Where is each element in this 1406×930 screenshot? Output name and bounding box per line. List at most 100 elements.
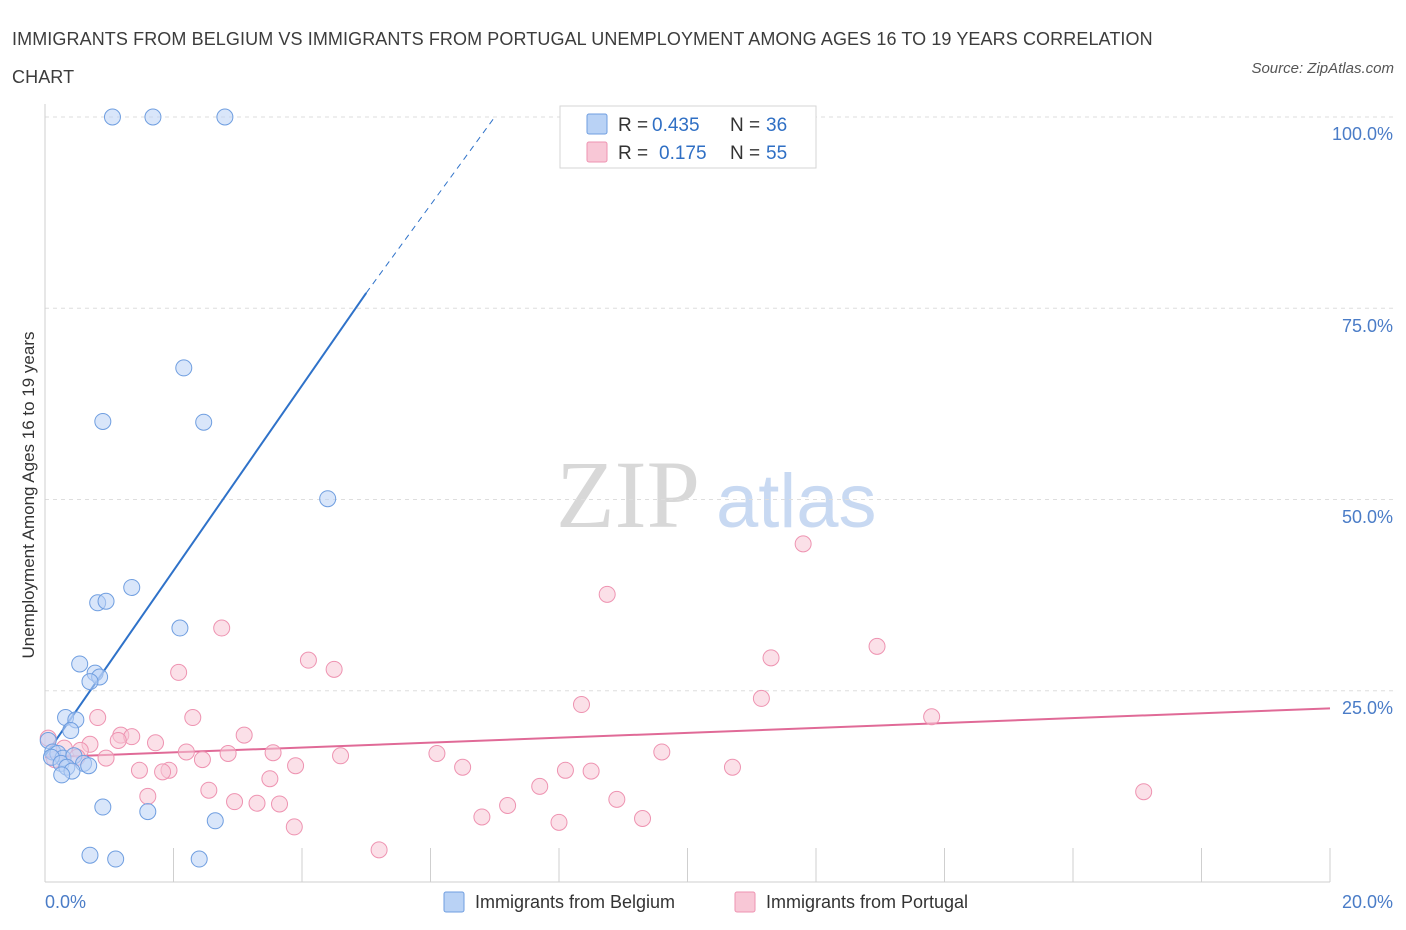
portugal-point-37 bbox=[556, 761, 574, 779]
portugal-point-48 bbox=[1135, 783, 1153, 801]
portugal-point-25 bbox=[428, 744, 446, 762]
portugal-point-14 bbox=[235, 726, 253, 744]
belgium-point-2 bbox=[216, 108, 234, 126]
legend-n-label-belgium: N = bbox=[730, 115, 760, 136]
legend-n-value-portugal: 55 bbox=[766, 143, 787, 164]
grid-lines bbox=[45, 116, 1393, 692]
bottom-legend-swatch-belgium bbox=[443, 891, 465, 913]
y-tick-label-100: 100.0% bbox=[1332, 124, 1393, 144]
portugal-point-9 bbox=[752, 689, 770, 707]
belgium-point-33 bbox=[81, 846, 99, 864]
portugal-point-50 bbox=[550, 813, 568, 831]
portugal-point-30 bbox=[193, 751, 211, 769]
portugal-point-32 bbox=[454, 758, 472, 776]
y-tick-label-25: 25.0% bbox=[1342, 698, 1393, 718]
portugal-point-21 bbox=[177, 743, 195, 761]
belgium-point-0 bbox=[103, 108, 121, 126]
portugal-point-43 bbox=[226, 793, 244, 811]
belgium-point-29 bbox=[53, 766, 71, 784]
portugal-point-8 bbox=[572, 696, 590, 714]
portugal-point-11 bbox=[89, 709, 107, 727]
belgium-point-34 bbox=[107, 850, 125, 868]
belgium-point-6 bbox=[319, 490, 337, 508]
legend-box: R = 0.435 N = 36 R = 0.175 N = 55 bbox=[559, 105, 817, 169]
portugal-point-16 bbox=[109, 731, 127, 749]
portugal-point-33 bbox=[723, 758, 741, 776]
bottom-legend: Immigrants from Belgium Immigrants from … bbox=[443, 891, 968, 913]
portugal-point-42 bbox=[139, 787, 157, 805]
source-label: Source: ZipAtlas.com bbox=[1251, 60, 1394, 77]
watermark-zip: ZIP bbox=[556, 441, 700, 548]
portugal-point-47 bbox=[608, 790, 626, 808]
legend-r-value-belgium: 0.435 bbox=[652, 115, 700, 136]
portugal-point-2 bbox=[213, 619, 231, 637]
trend-lines bbox=[44, 116, 1331, 759]
bottom-legend-swatch-portugal bbox=[734, 891, 756, 913]
portugal-point-26 bbox=[653, 743, 671, 761]
portugal-point-45 bbox=[271, 795, 289, 813]
portugal-point-5 bbox=[762, 649, 780, 667]
portugal-point-10 bbox=[923, 708, 941, 726]
portugal-point-0 bbox=[794, 535, 812, 553]
legend-swatch-belgium bbox=[586, 113, 608, 135]
belgium-point-17 bbox=[62, 722, 80, 740]
y-tick-label-50: 50.0% bbox=[1342, 507, 1393, 527]
legend-r-label-portugal: R = bbox=[618, 143, 648, 164]
portugal-point-4 bbox=[299, 651, 317, 669]
portugal-point-52 bbox=[285, 818, 303, 836]
belgium-point-14 bbox=[81, 673, 99, 691]
portugal-point-24 bbox=[332, 747, 350, 765]
bottom-legend-label-belgium: Immigrants from Belgium bbox=[475, 892, 675, 912]
portugal-point-22 bbox=[219, 744, 237, 762]
portugal-point-31 bbox=[287, 757, 305, 775]
portugal-trend-line bbox=[44, 707, 1331, 759]
bottom-legend-label-portugal: Immigrants from Portugal bbox=[766, 892, 968, 912]
belgium-point-30 bbox=[94, 798, 112, 816]
x-tick-label-min: 0.0% bbox=[45, 892, 86, 912]
legend-r-value-portugal: 0.175 bbox=[659, 143, 707, 164]
portugal-point-6 bbox=[325, 660, 343, 678]
belgium-point-4 bbox=[94, 412, 112, 430]
legend-r-label-belgium: R = bbox=[618, 115, 648, 136]
belgium-point-10 bbox=[171, 619, 189, 637]
portugal-point-34 bbox=[130, 761, 148, 779]
portugal-point-27 bbox=[97, 749, 115, 767]
belgium-point-11 bbox=[71, 655, 89, 673]
belgium-point-26 bbox=[80, 757, 98, 775]
legend-n-value-belgium: 36 bbox=[766, 115, 787, 136]
portugal-point-53 bbox=[370, 841, 388, 859]
legend-n-label-portugal: N = bbox=[730, 143, 760, 164]
portugal-point-36 bbox=[154, 763, 172, 781]
portugal-point-17 bbox=[147, 734, 165, 752]
portugal-point-23 bbox=[264, 744, 282, 762]
portugal-point-41 bbox=[200, 781, 218, 799]
belgium-point-1 bbox=[144, 108, 162, 126]
belgium-point-31 bbox=[139, 803, 157, 821]
y-axis-title: Unemployment Among Ages 16 to 19 years bbox=[19, 332, 38, 659]
portugal-point-38 bbox=[582, 762, 600, 780]
data-points bbox=[39, 108, 1153, 868]
watermark-atlas: atlas bbox=[716, 459, 877, 544]
belgium-point-7 bbox=[123, 578, 141, 596]
y-tick-label-75: 75.0% bbox=[1342, 316, 1393, 336]
portugal-point-1 bbox=[598, 585, 616, 603]
portugal-point-12 bbox=[184, 709, 202, 727]
chart-title: IMMIGRANTS FROM BELGIUM VS IMMIGRANTS FR… bbox=[12, 29, 1153, 87]
portugal-point-49 bbox=[473, 808, 491, 826]
portugal-point-40 bbox=[531, 777, 549, 795]
portugal-point-7 bbox=[170, 663, 188, 681]
portugal-point-39 bbox=[261, 770, 279, 788]
portugal-point-44 bbox=[248, 794, 266, 812]
belgium-point-32 bbox=[206, 812, 224, 830]
x-tick-label-max: 20.0% bbox=[1342, 892, 1393, 912]
belgium-point-5 bbox=[195, 413, 213, 431]
portugal-point-3 bbox=[868, 637, 886, 655]
belgium-point-3 bbox=[175, 359, 193, 377]
belgium-point-9 bbox=[97, 592, 115, 610]
legend-swatch-portugal bbox=[586, 141, 608, 163]
portugal-point-46 bbox=[499, 797, 517, 814]
belgium-point-35 bbox=[190, 850, 208, 868]
portugal-point-51 bbox=[634, 810, 652, 828]
belgium-trend-extension bbox=[365, 116, 496, 294]
